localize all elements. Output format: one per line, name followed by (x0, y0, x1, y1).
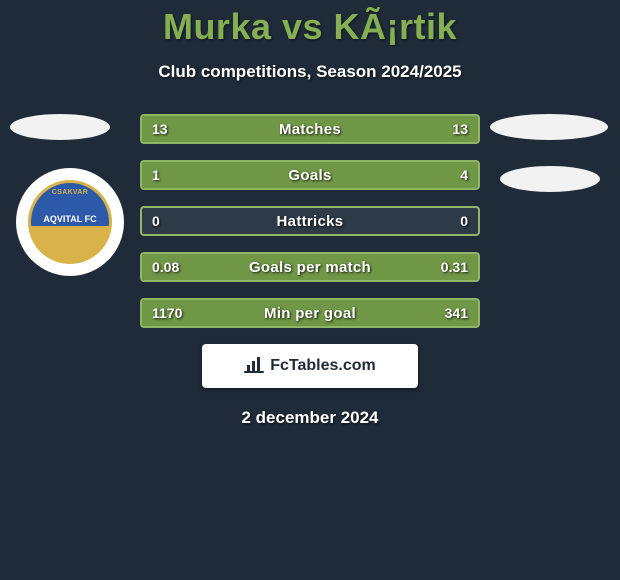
stat-row: 14Goals (140, 160, 480, 190)
club-badge: CSAKVAR AQVITAL FC (16, 168, 124, 276)
stat-row: 1170341Min per goal (140, 298, 480, 328)
stat-row: 00Hattricks (140, 206, 480, 236)
page-title: Murka vs KÃ¡rtik (0, 0, 620, 48)
stat-label: Matches (142, 116, 478, 142)
stat-label: Goals (142, 162, 478, 188)
decoration-ellipse-top-right (490, 114, 608, 140)
decoration-ellipse-top-left (10, 114, 110, 140)
stat-row: 0.080.31Goals per match (140, 252, 480, 282)
stat-row: 1313Matches (140, 114, 480, 144)
footer-date: 2 december 2024 (0, 408, 620, 428)
club-badge-inner: CSAKVAR AQVITAL FC (28, 180, 112, 264)
brand-text: FcTables.com (270, 357, 376, 375)
brand-link[interactable]: FcTables.com (202, 344, 418, 388)
page-subtitle: Club competitions, Season 2024/2025 (0, 62, 620, 82)
stat-label: Hattricks (142, 208, 478, 234)
bar-chart-icon (244, 355, 264, 378)
stat-label: Min per goal (142, 300, 478, 326)
club-top-text: CSAKVAR (52, 189, 88, 196)
stat-label: Goals per match (142, 254, 478, 280)
decoration-ellipse-right-2 (500, 166, 600, 192)
club-name: AQVITAL FC (43, 214, 96, 224)
comparison-stage: CSAKVAR AQVITAL FC 1313Matches 14Goals 00H… (0, 114, 620, 428)
